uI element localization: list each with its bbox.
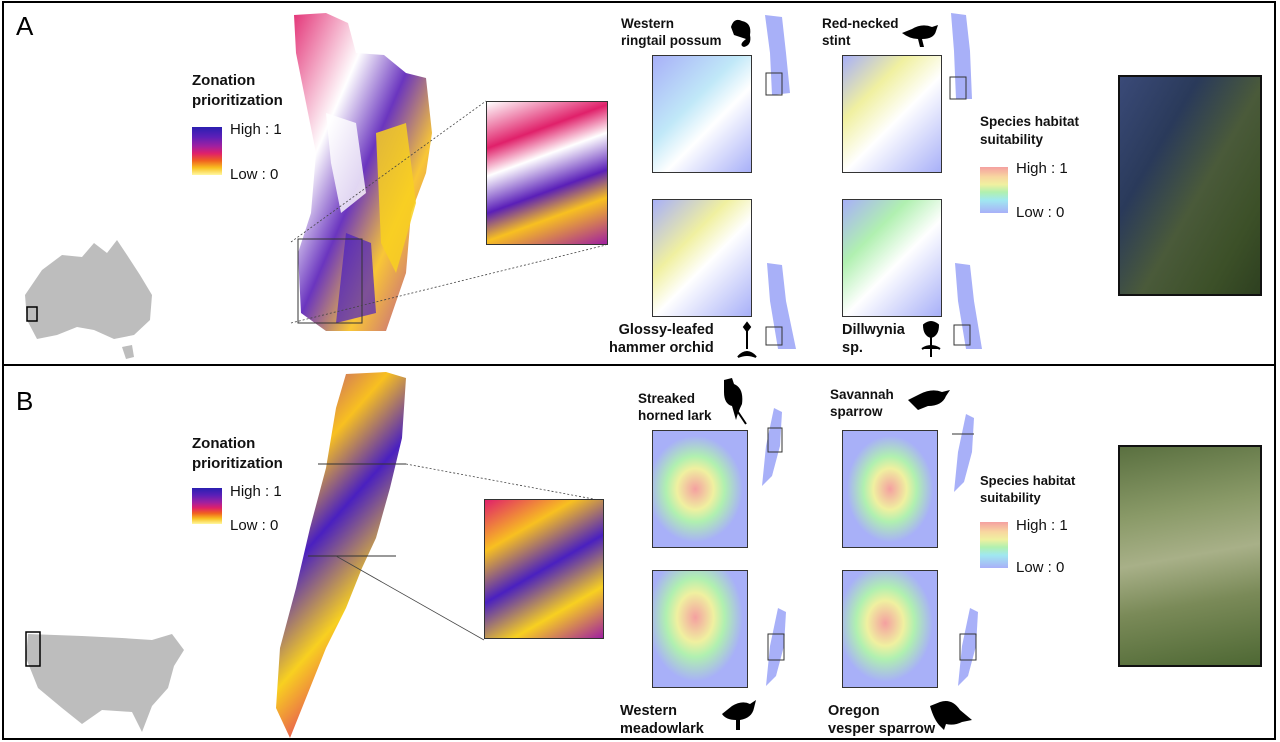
meadowlark-icon — [722, 700, 756, 730]
suitability-map-b-br — [842, 570, 938, 688]
suitability-title-b: Species habitat suitability — [980, 473, 1076, 505]
species-label-b-bl: Western meadowlark — [620, 703, 704, 737]
mini-locator-b-bl — [766, 608, 786, 686]
species-label-b-tr: Savannah sparrow — [830, 387, 894, 419]
suitability-low-label-b: Low : 0 — [1016, 559, 1065, 576]
bird-icon — [902, 25, 938, 47]
zonation-map-a — [294, 13, 432, 331]
study-area-marker — [26, 306, 38, 322]
lark-icon — [724, 378, 747, 425]
usa-locator-map — [25, 631, 184, 732]
species-label-a-tl: Western ringtail possum — [621, 16, 722, 48]
mini-locator-b-br — [958, 608, 978, 686]
sparrow-icon — [908, 390, 950, 410]
panel-b-letter: B — [16, 386, 34, 416]
possum-icon — [731, 19, 751, 47]
zonation-colorbar-a — [192, 127, 222, 175]
zonation-title-line2: prioritization — [192, 92, 283, 109]
suitability-map-a-tl — [652, 55, 752, 173]
species-label-a-tr: Red-necked stint — [822, 16, 899, 48]
zonation-low-label-b: Low : 0 — [230, 517, 279, 534]
suitability-colorbar-b — [980, 522, 1008, 568]
panel-b: B Zonation prioritization High : 1 Low :… — [2, 364, 1276, 740]
suitability-high-label: High : 1 — [1016, 160, 1068, 177]
zonation-high-label-b: High : 1 — [230, 483, 282, 500]
mini-locator-a-tl — [765, 15, 790, 96]
species-label-a-br: Dillwynia sp. — [842, 322, 905, 356]
zonation-title-b: Zonation prioritization — [192, 435, 283, 472]
mini-locator-a-tr — [949, 13, 972, 100]
suitability-map-b-bl — [652, 570, 748, 688]
zonation-map-b — [276, 372, 406, 738]
satellite-image-b — [1118, 445, 1262, 667]
zonation-inset-a — [486, 101, 608, 245]
suitability-map-b-tr — [842, 430, 938, 548]
flower-icon — [921, 321, 941, 357]
zoom-lines-b — [335, 463, 605, 641]
zonation-title-line1: Zonation — [192, 72, 256, 89]
orchid-icon — [737, 321, 757, 358]
mini-locator-b-tl — [762, 408, 783, 486]
suitability-title-a: Species habitat suitability — [980, 114, 1080, 147]
panel-a: A Zonation prioritization High : 1 Low :… — [2, 1, 1276, 366]
zonation-inset-b — [484, 499, 604, 639]
zoom-lines-a — [290, 100, 607, 324]
mini-locator-b-tr — [952, 414, 974, 492]
species-label-b-tl: Streaked horned lark — [638, 391, 712, 423]
suitability-colorbar-a — [980, 167, 1008, 213]
suitability-map-a-tr — [842, 55, 942, 173]
zonation-colorbar-b — [192, 488, 222, 524]
australia-locator-map — [25, 240, 152, 359]
zoom-box-a — [297, 238, 363, 324]
zonation-title-a: Zonation prioritization — [192, 71, 283, 111]
zonation-low-label: Low : 0 — [230, 166, 279, 183]
suitability-map-a-br — [842, 199, 942, 317]
satellite-image-a — [1118, 75, 1262, 296]
suitability-low-label: Low : 0 — [1016, 204, 1065, 221]
mini-locator-a-br — [953, 263, 982, 349]
study-area-marker-b — [25, 631, 41, 667]
species-label-a-bl: Glossy-leafed hammer orchid — [609, 322, 714, 356]
suitability-map-b-tl — [652, 430, 748, 548]
suitability-map-a-bl — [652, 199, 752, 317]
mini-locator-a-bl — [765, 263, 796, 349]
panel-a-letter: A — [16, 11, 34, 41]
species-label-b-br: Oregon vesper sparrow — [828, 703, 936, 737]
vesper-sparrow-icon — [930, 701, 972, 730]
suitability-high-label-b: High : 1 — [1016, 517, 1068, 534]
zonation-high-label: High : 1 — [230, 121, 282, 138]
